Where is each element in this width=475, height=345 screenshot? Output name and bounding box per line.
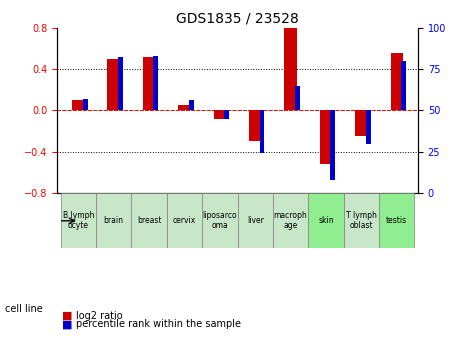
FancyBboxPatch shape [60,193,96,248]
Bar [366,110,370,144]
Bar [107,59,120,110]
FancyBboxPatch shape [238,193,273,248]
FancyBboxPatch shape [379,193,415,248]
Text: ■: ■ [62,319,72,329]
Text: log2 ratio: log2 ratio [76,311,123,321]
Bar [295,86,300,110]
FancyBboxPatch shape [167,193,202,248]
Text: cervix: cervix [173,216,196,225]
Text: T lymph
oblast: T lymph oblast [346,211,377,230]
FancyBboxPatch shape [96,193,131,248]
FancyBboxPatch shape [202,193,238,248]
Bar [153,56,158,110]
FancyBboxPatch shape [273,193,308,248]
Bar [259,110,265,154]
Text: skin: skin [318,216,334,225]
Text: brain: brain [104,216,124,225]
FancyBboxPatch shape [344,193,379,248]
Text: breast: breast [137,216,162,225]
Bar [285,28,297,110]
FancyBboxPatch shape [131,193,167,248]
Bar [320,110,332,164]
Title: GDS1835 / 23528: GDS1835 / 23528 [176,11,299,25]
Bar [118,57,123,110]
Bar [83,99,87,110]
Bar [390,53,403,110]
FancyBboxPatch shape [308,193,344,248]
Text: macroph
age: macroph age [274,211,307,230]
Bar [401,61,406,110]
Bar [330,110,335,180]
Text: liposarco
oma: liposarco oma [202,211,237,230]
Text: percentile rank within the sample: percentile rank within the sample [76,319,241,329]
Text: ■: ■ [62,311,72,321]
Bar [355,110,368,136]
Bar [189,100,194,110]
Bar [249,110,261,141]
Bar [178,105,190,110]
Bar [72,100,85,110]
Text: liver: liver [247,216,264,225]
Text: testis: testis [386,216,408,225]
Bar [143,57,155,110]
Bar [214,110,226,119]
Text: cell line: cell line [5,304,42,314]
Text: B lymph
ocyte: B lymph ocyte [63,211,94,230]
Bar [224,110,229,119]
